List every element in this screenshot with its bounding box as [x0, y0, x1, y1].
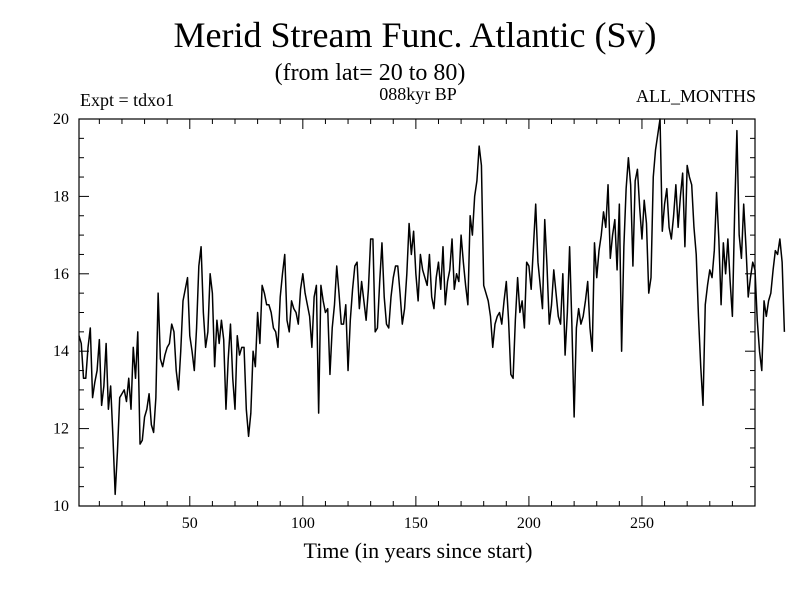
months-label: ALL_MONTHS — [636, 86, 756, 106]
period-label: 088kyr BP — [379, 84, 457, 104]
experiment-label: Expt = tdxo1 — [80, 90, 175, 110]
chart-subtitle: (from lat= 20 to 80) — [274, 60, 466, 86]
x-tick-label: 200 — [517, 515, 541, 532]
x-tick-label: 150 — [404, 515, 428, 532]
y-tick-label: 16 — [53, 266, 69, 283]
data-series-line — [78, 118, 786, 496]
x-axis-label: Time (in years since start) — [303, 538, 533, 563]
y-tick-label: 12 — [53, 421, 69, 438]
x-tick-label: 250 — [630, 515, 654, 532]
x-tick-label: 100 — [291, 515, 315, 532]
chart-title: Merid Stream Func. Atlantic (Sv) — [173, 15, 657, 55]
y-tick-label: 20 — [53, 111, 69, 128]
y-tick-label: 10 — [53, 498, 69, 515]
y-tick-label: 14 — [53, 343, 69, 360]
y-tick-label: 18 — [53, 188, 69, 205]
x-tick-label: 50 — [182, 515, 198, 532]
